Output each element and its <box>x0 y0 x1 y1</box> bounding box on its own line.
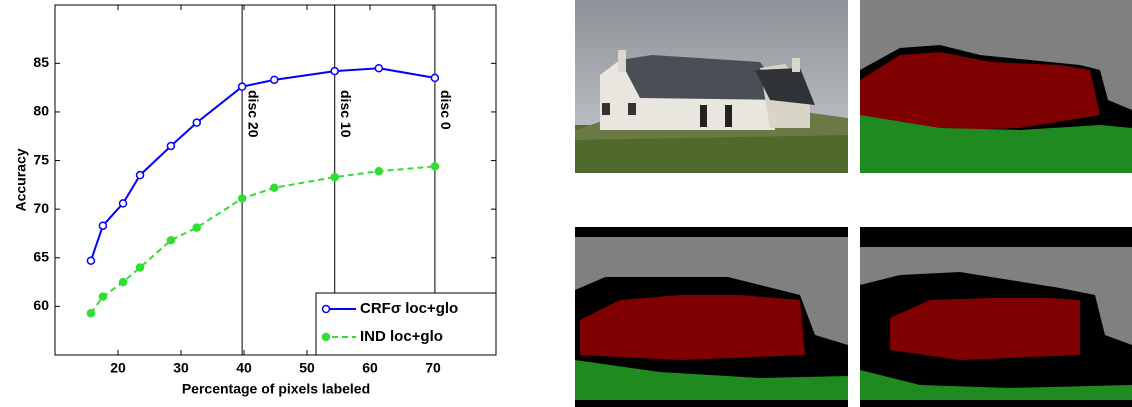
data-point <box>331 174 338 181</box>
data-point <box>331 68 338 75</box>
legend-marker <box>323 306 330 313</box>
annotation-label: disc 20 <box>245 90 261 138</box>
data-point <box>271 76 278 83</box>
x-tick-label: 30 <box>173 360 189 376</box>
data-point <box>431 74 438 81</box>
data-point <box>431 163 438 170</box>
x-tick-label: 20 <box>110 360 126 376</box>
data-point <box>120 279 127 286</box>
data-point <box>271 184 278 191</box>
annotation-label: disc 10 <box>338 90 354 138</box>
y-tick-label: 80 <box>33 103 49 119</box>
segmentation-2 <box>575 227 848 407</box>
y-tick-label: 75 <box>33 151 49 167</box>
y-tick-label: 60 <box>33 297 49 313</box>
data-point <box>87 310 94 317</box>
data-point <box>375 65 382 72</box>
data-point <box>193 224 200 231</box>
segmentation-1 <box>860 0 1132 173</box>
photo <box>575 0 848 173</box>
data-point <box>239 195 246 202</box>
legend-label: CRFσ loc+glo <box>360 300 458 317</box>
x-tick-label: 60 <box>362 360 378 376</box>
chart: Percentage of pixels labeled Accuracy 20… <box>0 0 560 407</box>
y-axis-label: Accuracy <box>13 148 29 211</box>
data-point <box>193 119 200 126</box>
data-point <box>137 264 144 271</box>
y-tick-label: 70 <box>33 200 49 216</box>
x-tick-label: 70 <box>425 360 441 376</box>
annotation-label: disc 0 <box>438 90 454 130</box>
legend-label: IND loc+glo <box>360 328 443 345</box>
data-point <box>120 200 127 207</box>
data-point <box>99 222 106 229</box>
legend-marker <box>323 334 330 341</box>
x-tick-label: 50 <box>299 360 315 376</box>
y-tick-label: 65 <box>33 248 49 264</box>
data-point <box>375 168 382 175</box>
page: {"chart_data": {"type": "line", "xlabel"… <box>0 0 1132 407</box>
data-point <box>167 237 174 244</box>
x-axis-label: Percentage of pixels labeled <box>182 381 370 397</box>
y-tick-label: 85 <box>33 54 49 70</box>
segmentation-3 <box>860 227 1132 407</box>
x-tick-label: 40 <box>236 360 252 376</box>
data-point <box>99 293 106 300</box>
data-point <box>239 83 246 90</box>
data-point <box>87 257 94 264</box>
data-point <box>137 172 144 179</box>
data-point <box>167 142 174 149</box>
image-panels <box>560 0 1132 407</box>
